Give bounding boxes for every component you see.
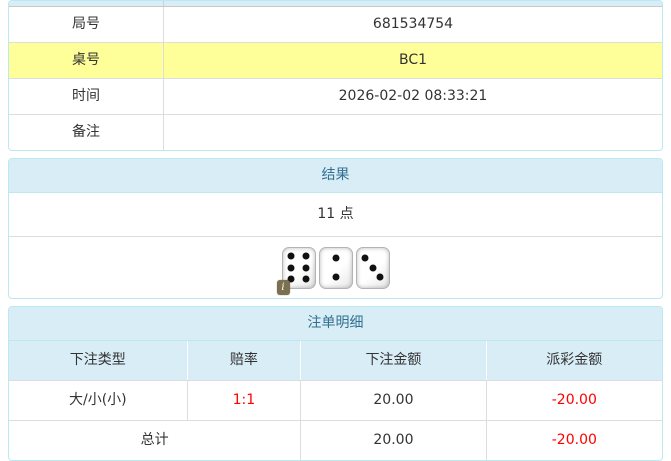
bets-header-row: 下注类型 赔率 下注金额 派彩金额 (9, 341, 662, 381)
die-3 (355, 246, 390, 289)
die-pip (287, 275, 295, 283)
total-bet-amount: 20.00 (300, 421, 485, 460)
table-id-label: 桌号 (9, 43, 164, 78)
die-pip (376, 273, 384, 281)
die-pip (287, 264, 295, 271)
bet-odds: 1:1 (186, 381, 301, 420)
table-row-remark: 备注 (9, 114, 662, 150)
info-icon[interactable]: i (276, 279, 290, 295)
clipped-header-cell (9, 1, 164, 6)
table-row-table-id: 桌号 BC1 (9, 42, 662, 78)
bets-panel-title: 注单明细 (9, 307, 662, 341)
total-payout-amount: -20.00 (485, 421, 662, 460)
clipped-header-row (9, 1, 662, 7)
result-panel: 结果 11 点 i (8, 158, 663, 299)
game-info-panel: 局号 681534754 桌号 BC1 时间 2026-02-02 08:33:… (8, 0, 663, 151)
total-label: 总计 (140, 432, 169, 448)
dice-row: i (9, 237, 662, 298)
die-pip (361, 254, 369, 262)
time-label: 时间 (9, 79, 164, 114)
bet-payout: -20.00 (485, 381, 662, 420)
remark-label: 备注 (9, 115, 164, 150)
die-1: i (276, 246, 316, 295)
clipped-header-cell (164, 1, 662, 6)
bets-panel: 注单明细 下注类型 赔率 下注金额 派彩金额 大/小(小) 1:1 20.00 … (8, 306, 663, 461)
die-pip (369, 264, 376, 271)
bet-type: 大/小(小) (68, 392, 127, 408)
bet-amount: 20.00 (300, 381, 485, 420)
total-row: 总计 20.00 -20.00 (9, 420, 662, 460)
bet-row: 大/小(小) 1:1 20.00 -20.00 (9, 381, 662, 420)
col-header-bet-amount: 下注金额 (300, 341, 485, 380)
die-2 (318, 246, 353, 289)
game-id-label: 局号 (9, 7, 164, 42)
result-panel-title: 结果 (9, 159, 662, 193)
result-points: 11 点 (9, 193, 662, 237)
game-id-value: 681534754 (372, 16, 454, 32)
col-header-bet-type: 下注类型 (69, 352, 126, 368)
die-pip (302, 264, 310, 271)
remark-value (164, 115, 662, 150)
col-header-odds: 赔率 (186, 341, 301, 380)
die-pip (302, 252, 310, 260)
table-id-value: BC1 (398, 52, 428, 68)
col-header-payout-amount: 派彩金额 (485, 341, 662, 380)
die-pip (332, 273, 339, 281)
table-row-time: 时间 2026-02-02 08:33:21 (9, 78, 662, 114)
die-pip (302, 275, 310, 283)
table-row-game-id: 局号 681534754 (9, 7, 662, 42)
die-pip (287, 252, 295, 260)
die-pip (332, 254, 339, 262)
time-value: 2026-02-02 08:33:21 (338, 88, 488, 104)
